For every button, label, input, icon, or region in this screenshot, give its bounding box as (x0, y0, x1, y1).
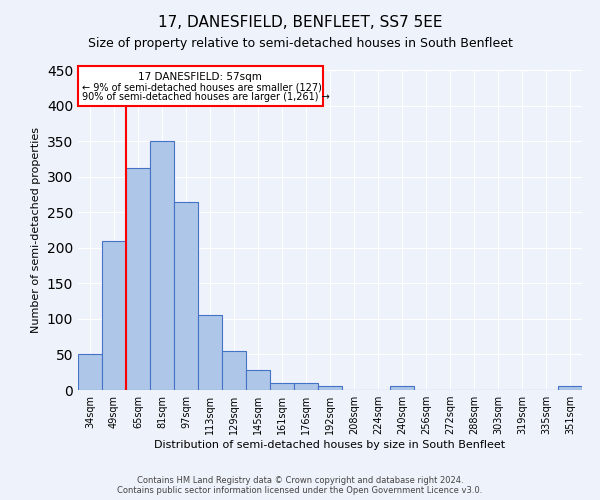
Text: Size of property relative to semi-detached houses in South Benfleet: Size of property relative to semi-detach… (88, 38, 512, 51)
Bar (294, 383, 318, 390)
Bar (198, 316, 222, 390)
FancyBboxPatch shape (78, 66, 323, 106)
Text: Contains HM Land Registry data © Crown copyright and database right 2024.
Contai: Contains HM Land Registry data © Crown c… (118, 476, 482, 495)
Text: 17, DANESFIELD, BENFLEET, SS7 5EE: 17, DANESFIELD, BENFLEET, SS7 5EE (158, 15, 442, 30)
Bar (270, 383, 294, 390)
Bar (150, 141, 174, 390)
Bar (318, 386, 342, 390)
Bar (78, 354, 102, 390)
Text: ← 9% of semi-detached houses are smaller (127): ← 9% of semi-detached houses are smaller… (82, 82, 322, 92)
Bar (102, 240, 126, 390)
Text: 90% of semi-detached houses are larger (1,261) →: 90% of semi-detached houses are larger (… (82, 92, 329, 102)
Bar (174, 202, 198, 390)
Bar (558, 386, 582, 390)
Bar (126, 168, 150, 390)
Y-axis label: Number of semi-detached properties: Number of semi-detached properties (31, 127, 41, 333)
Bar (390, 386, 414, 390)
Text: 17 DANESFIELD: 57sqm: 17 DANESFIELD: 57sqm (139, 72, 262, 82)
Bar (222, 351, 246, 390)
Bar (246, 370, 270, 390)
X-axis label: Distribution of semi-detached houses by size in South Benfleet: Distribution of semi-detached houses by … (154, 440, 506, 450)
